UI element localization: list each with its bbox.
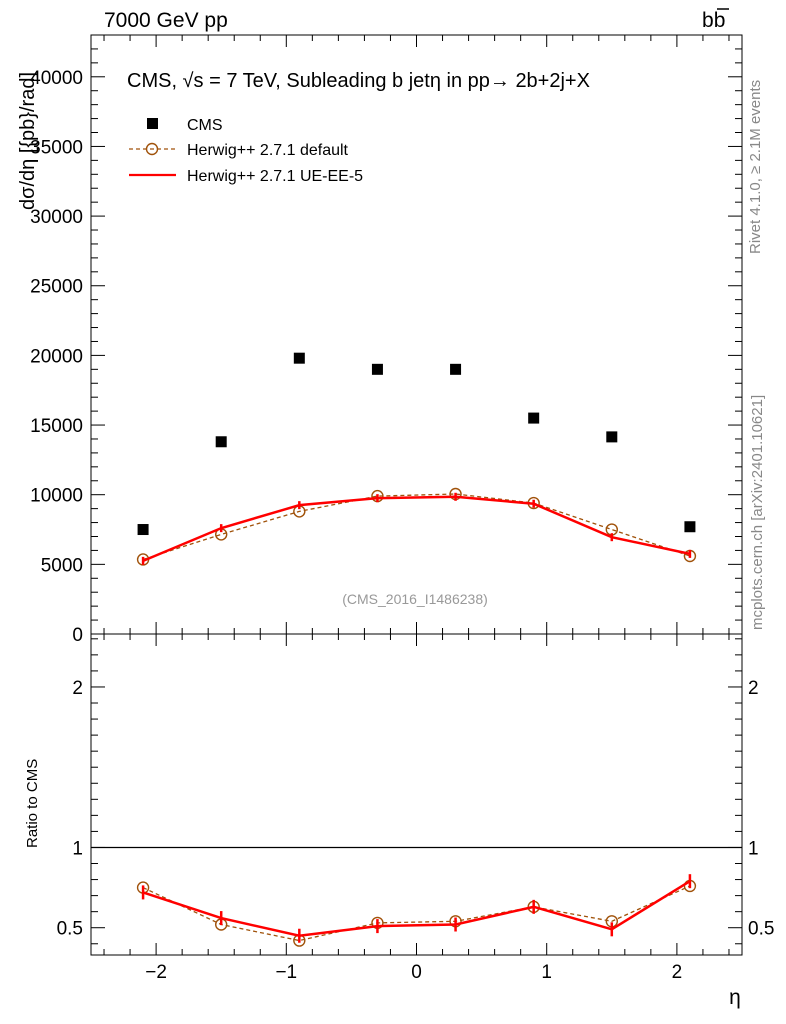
y-tick-label: 40000 (30, 68, 83, 89)
series-cms-point (606, 431, 618, 443)
series-cms-point (684, 521, 696, 533)
series-cms-point (371, 363, 383, 375)
ratio-y-tick-label-right: 1 (748, 838, 759, 859)
series-cms-point (137, 524, 149, 536)
series-cms-point (528, 412, 540, 424)
legend-default-marker (145, 142, 159, 156)
legend-title: CMS, √s = 7 TeV, Subleading b jetη in pp… (127, 70, 590, 92)
x-tick-label: 1 (541, 962, 552, 983)
legend-ue-label: Herwig++ 2.7.1 UE-EE-5 (187, 168, 363, 185)
header-right-b: b (702, 9, 714, 32)
x-tick-label: 0 (411, 962, 422, 983)
y-tick-label: 10000 (30, 486, 83, 507)
analysis-watermark: (CMS_2016_I1486238) (342, 591, 488, 607)
x-axis-label: η (729, 986, 741, 1009)
series-default-line (142, 493, 691, 561)
ratio-y-tick-label: 1 (72, 838, 83, 859)
y-tick-label: 30000 (30, 207, 83, 228)
ratio-y-axis-label: Ratio to CMS (24, 759, 41, 848)
legend-cms-label: CMS (187, 117, 223, 134)
ratio-ue-line (142, 880, 691, 938)
rivet-label: Rivet 4.1.0, ≥ 2.1M events (747, 80, 764, 254)
y-tick-label: 35000 (30, 137, 83, 158)
legend: CMS Herwig++ 2.7.1 default Herwig++ 2.7.… (129, 117, 363, 185)
y-tick-label: 0 (72, 625, 83, 646)
series-cms-point (215, 436, 227, 448)
mcplots-label: mcplots.cern.ch [arXiv:2401.10621] (749, 395, 766, 630)
x-tick-label: 2 (672, 962, 683, 983)
chart-marks (91, 352, 742, 947)
series-cms-point (450, 363, 462, 375)
y-tick-label: 5000 (41, 555, 83, 576)
y-tick-label: 20000 (30, 346, 83, 367)
x-tick-label: −2 (145, 962, 167, 983)
ratio-y-tick-label-right: 0.5 (748, 919, 774, 940)
ratio-default-line (142, 885, 691, 942)
ratio-y-tick-label: 0.5 (57, 919, 83, 940)
series-cms-point (293, 352, 305, 364)
header-right: bb (702, 9, 725, 32)
legend-cms-marker (147, 118, 158, 129)
ratio-y-tick-label: 2 (72, 678, 83, 699)
series-ue-line (142, 495, 691, 563)
y-axis-label: dσ/dη [{pb}/rad] (17, 72, 39, 210)
header-right-bbar: b (714, 9, 726, 32)
x-tick-label: −1 (275, 962, 297, 983)
ratio-y-tick-label-right: 2 (748, 678, 759, 699)
y-tick-label: 15000 (30, 416, 83, 437)
header-left: 7000 GeV pp (104, 9, 228, 32)
y-tick-label: 25000 (30, 277, 83, 298)
legend-default-label: Herwig++ 2.7.1 default (187, 142, 349, 159)
axis-ticks: −2 −1 0 1 2 0 5000 10000 15000 20000 25000 30000 350… (30, 35, 774, 983)
